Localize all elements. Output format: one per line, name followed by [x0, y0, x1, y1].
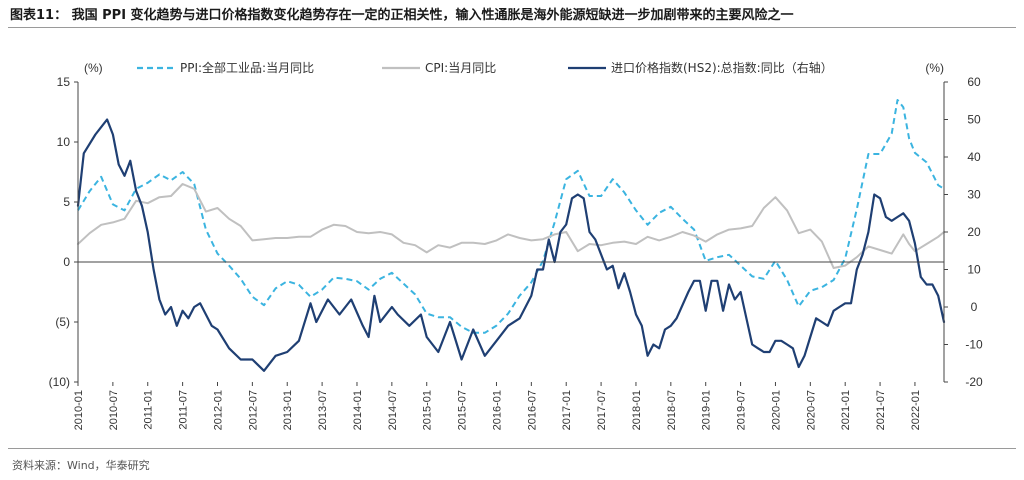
right-axis-unit: (%)	[925, 61, 944, 75]
legend-label-1: PPI:全部工业品:当月同比	[180, 60, 314, 75]
legend-label-3: 进口价格指数(HS2):总指数:同比（右轴）	[611, 60, 833, 75]
footer-divider	[8, 448, 1016, 449]
left-tick-label: (10)	[49, 375, 70, 389]
x-tick-label: 2012-07	[247, 390, 259, 430]
x-tick-label: 2021-01	[840, 390, 852, 430]
legend-label-2: CPI:当月同比	[425, 61, 496, 75]
plot-area	[76, 99, 946, 372]
x-tick-label: 2020-01	[770, 390, 782, 430]
right-tick-label: -20	[965, 375, 983, 389]
left-tick-label: 10	[57, 135, 71, 149]
right-tick-label: -10	[965, 338, 983, 352]
left-tick-label: 0	[63, 255, 70, 269]
right-tick-label: 30	[967, 188, 981, 202]
series-line-3	[76, 118, 946, 372]
left-tick-label: (5)	[55, 315, 70, 329]
x-tick-label: 2019-07	[736, 390, 748, 430]
source-note: 资料来源：Wind，华泰研究	[12, 459, 150, 472]
x-tick-label: 2020-07	[805, 390, 817, 430]
series-line-1	[77, 99, 945, 334]
x-tick-label: 2018-01	[631, 390, 643, 430]
right-tick-label: 60	[967, 75, 981, 89]
right-tick-label: 0	[971, 300, 978, 314]
x-tick-label: 2015-07	[457, 390, 469, 430]
right-tick-label: 50	[967, 113, 981, 127]
chart-title: 图表11： 我国 PPI 变化趋势与进口价格指数变化趋势存在一定的正相关性，输入…	[10, 8, 794, 23]
x-tick-label: 2014-01	[352, 390, 364, 430]
legend: PPI:全部工业品:当月同比 CPI:当月同比 进口价格指数(HS2):总指数:同比…	[137, 60, 833, 75]
x-tick-label: 2017-07	[596, 390, 608, 430]
title-divider	[8, 27, 1016, 28]
x-tick-label: 2013-07	[317, 390, 329, 430]
right-tick-label: 40	[967, 150, 981, 164]
x-tick-label: 2012-01	[212, 390, 224, 430]
right-tick-label: 10	[967, 263, 981, 277]
x-tick-label: 2013-01	[282, 390, 294, 430]
x-tick-label: 2017-01	[561, 390, 573, 430]
series-line-2	[77, 183, 945, 269]
x-tick-label: 2014-07	[387, 390, 399, 430]
x-tick-label: 2018-07	[666, 390, 678, 430]
x-tick-label: 2011-01	[143, 390, 155, 430]
x-tick-label: 2022-01	[910, 390, 922, 430]
left-tick-label: 5	[63, 195, 70, 209]
x-tick-label: 2015-01	[422, 390, 434, 430]
x-tick-label: 2010-01	[73, 390, 85, 430]
chart: 151050(5)(10)(%)6050403020100-10-20(%)20…	[49, 60, 983, 430]
x-tick-label: 2010-07	[108, 390, 120, 430]
x-tick-label: 2021-07	[875, 390, 887, 430]
x-tick-label: 2016-01	[491, 390, 503, 430]
left-axis-unit: (%)	[84, 61, 103, 75]
axes: 151050(5)(10)(%)6050403020100-10-20(%)20…	[49, 61, 983, 430]
x-tick-label: 2011-07	[178, 390, 190, 430]
x-tick-label: 2019-01	[701, 390, 713, 430]
right-tick-label: 20	[967, 225, 981, 239]
x-tick-label: 2016-07	[526, 390, 538, 430]
left-tick-label: 15	[57, 75, 71, 89]
